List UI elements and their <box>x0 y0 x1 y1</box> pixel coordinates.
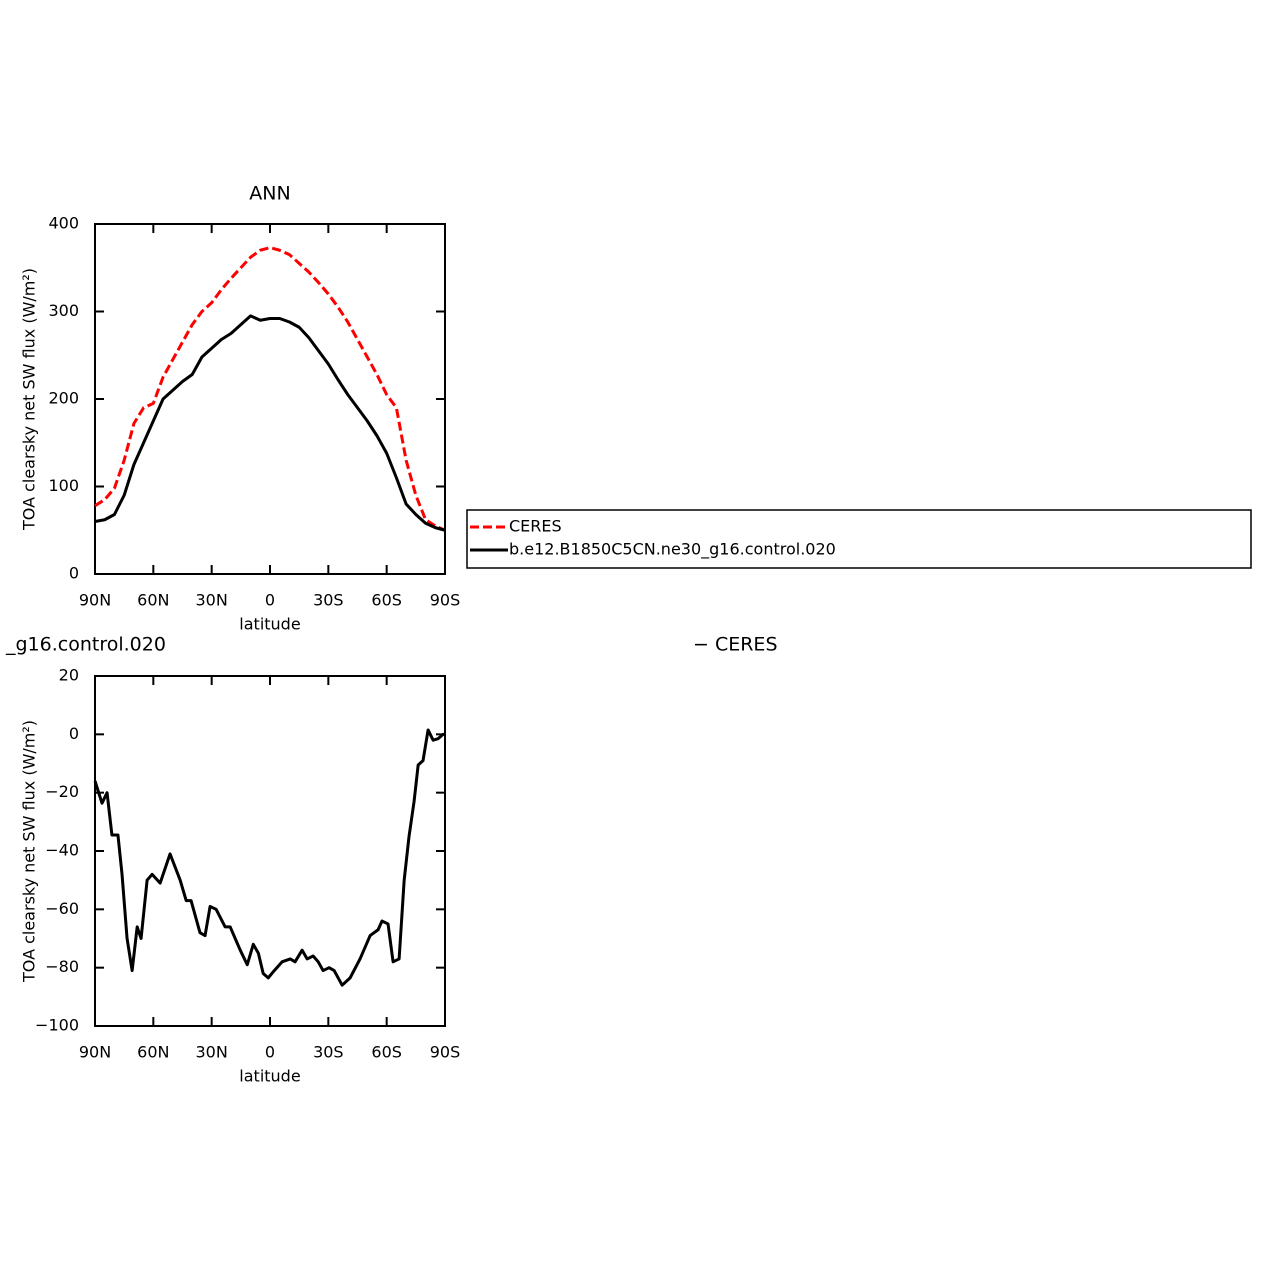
y-tick-label: 400 <box>48 214 79 233</box>
x-tick-label: 30S <box>313 591 344 610</box>
x-tick-label: 90N <box>79 591 111 610</box>
y-axis-label: TOA clearsky net SW flux (W/m²) <box>20 268 39 531</box>
y-tick-label: −40 <box>45 841 79 860</box>
chart-title: ANN <box>249 183 290 205</box>
legend-label: CERES <box>509 517 562 536</box>
plot-frame <box>94 223 446 575</box>
x-tick-label: 30S <box>313 1043 344 1062</box>
data-line <box>94 246 446 532</box>
x-tick-label: 60N <box>137 591 169 610</box>
y-tick-label: 300 <box>48 301 79 320</box>
x-tick-label: 90S <box>430 591 461 610</box>
y-tick-label: 0 <box>69 724 79 743</box>
x-tick-label: 60S <box>371 591 402 610</box>
y-tick-label: −60 <box>45 899 79 918</box>
data-line <box>94 314 446 532</box>
x-tick-label: 60N <box>137 1043 169 1062</box>
y-tick-label: −100 <box>35 1016 79 1035</box>
legend-box <box>466 509 1252 569</box>
y-tick-label: −20 <box>45 782 79 801</box>
x-tick-label: 30N <box>196 591 228 610</box>
y-tick-label: 200 <box>48 389 79 408</box>
x-tick-label: 30N <box>196 1043 228 1062</box>
x-axis-label: latitude <box>239 1067 300 1086</box>
y-axis-label: TOA clearsky net SW flux (W/m²) <box>20 720 39 983</box>
y-tick-label: 20 <box>59 666 79 685</box>
x-tick-label: 90S <box>430 1043 461 1062</box>
x-axis-label: latitude <box>239 615 300 634</box>
y-tick-label: 0 <box>69 564 79 583</box>
x-tick-label: 0 <box>265 591 275 610</box>
y-tick-label: −80 <box>45 957 79 976</box>
chart-title: − CERES <box>693 634 778 656</box>
chart-title: _g16.control.020 <box>5 634 166 656</box>
legend-label: b.e12.B1850C5CN.ne30_g16.control.020 <box>509 540 836 560</box>
y-tick-label: 100 <box>48 476 79 495</box>
x-tick-label: 0 <box>265 1043 275 1062</box>
x-tick-label: 60S <box>371 1043 402 1062</box>
data-line <box>93 728 445 987</box>
x-tick-label: 90N <box>79 1043 111 1062</box>
